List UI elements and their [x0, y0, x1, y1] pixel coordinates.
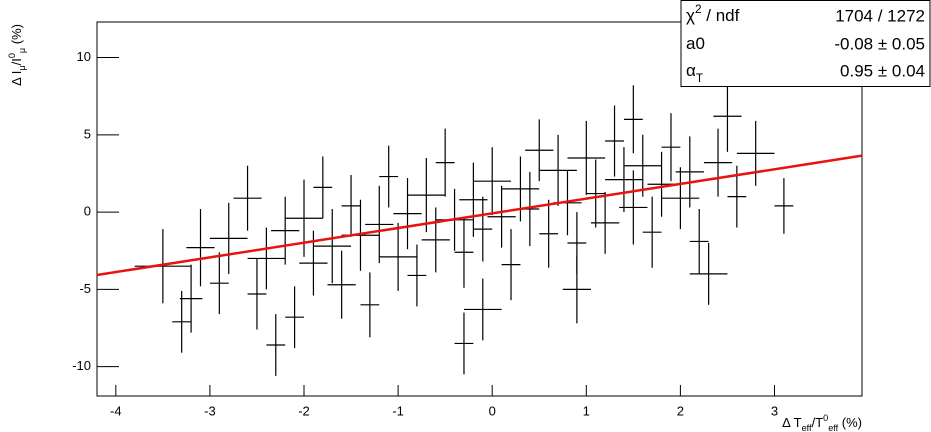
- text-part: Δ T: [782, 415, 802, 430]
- x-tick-label: -1: [392, 403, 404, 418]
- stats-value: 1704 / 1272: [835, 6, 925, 25]
- text-part: (%): [9, 24, 24, 48]
- y-tick-label: 10: [77, 49, 91, 64]
- x-tick-label: 3: [771, 403, 778, 418]
- stats-frame: [680, 0, 931, 87]
- text-part: 0: [7, 53, 17, 58]
- stats-label: χ2 / ndf: [686, 2, 740, 25]
- text-part: 2: [695, 2, 702, 16]
- x-tick-label: 1: [583, 403, 590, 418]
- x-tick-label: -4: [110, 403, 122, 418]
- text-part: Δ I: [9, 71, 24, 86]
- text-part: (%): [838, 415, 862, 430]
- text-part: /I: [9, 58, 24, 65]
- stats-box: χ2 / ndf 1704 / 1272 a0 -0.08 ± 0.05 αT 0.95 …: [680, 0, 931, 87]
- stats-value: -0.08 ± 0.05: [834, 34, 925, 53]
- stats-value: 0.95 ± 0.04: [840, 61, 925, 80]
- x-axis-title: Δ Teff/T0eff (%): [782, 413, 862, 432]
- text-part: eff: [828, 423, 838, 432]
- text-part: α: [686, 61, 696, 80]
- x-tick-label: -2: [298, 403, 310, 418]
- plot-frame: [96, 21, 863, 397]
- text-part: /T: [812, 415, 824, 430]
- y-tick-label: -10: [72, 358, 91, 373]
- text-part: / ndf: [702, 6, 740, 25]
- y-tick-label: 0: [84, 204, 91, 219]
- x-tick-label: 2: [677, 403, 684, 418]
- text-part: eff: [802, 423, 812, 432]
- stats-label: αT: [686, 61, 703, 85]
- stats-label: a0: [686, 34, 705, 53]
- x-tick-label: 0: [489, 403, 496, 418]
- fit-line: [96, 154, 863, 277]
- x-tick-label: -3: [204, 403, 216, 418]
- y-axis-title: Δ Iμ/I0μ (%): [7, 24, 27, 86]
- y-tick-label: -5: [79, 281, 91, 296]
- text-part: a0: [686, 34, 705, 53]
- text-part: 0: [823, 413, 828, 423]
- text-part: χ: [686, 6, 695, 25]
- y-tick-label: 5: [84, 126, 91, 141]
- text-part: μ: [17, 65, 27, 70]
- text-part: T: [696, 71, 703, 85]
- text-part: μ: [17, 48, 27, 53]
